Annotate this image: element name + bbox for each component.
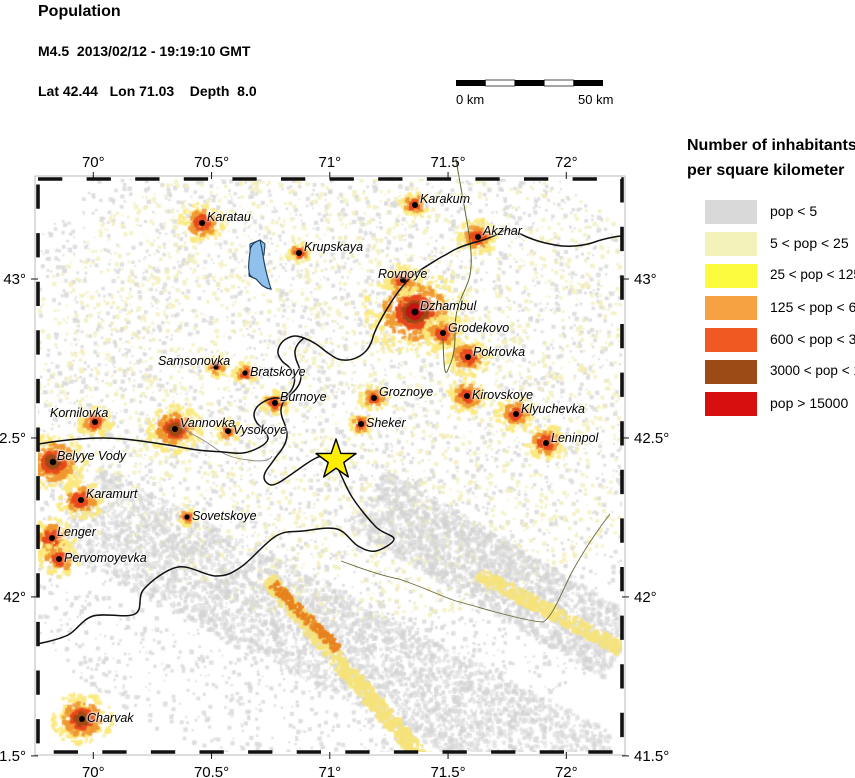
svg-text:Burnoye: Burnoye (280, 390, 327, 404)
svg-text:70°: 70° (82, 154, 105, 171)
svg-text:Akzhar: Akzhar (482, 224, 523, 238)
svg-text:70.5°: 70.5° (194, 154, 229, 171)
svg-text:41.5°: 41.5° (634, 748, 669, 765)
svg-text:Krupskaya: Krupskaya (304, 240, 363, 254)
svg-text:Dzhambul: Dzhambul (420, 299, 477, 313)
svg-text:Pokrovka: Pokrovka (473, 345, 525, 359)
svg-text:Vysokoye: Vysokoye (233, 423, 287, 437)
svg-text:41.5°: 41.5° (0, 748, 26, 765)
svg-text:Belyye Vody: Belyye Vody (57, 449, 127, 463)
svg-text:72°: 72° (555, 154, 578, 171)
svg-text:Rovnoye: Rovnoye (378, 267, 427, 281)
svg-text:71.5°: 71.5° (430, 764, 465, 778)
svg-text:42°: 42° (634, 589, 657, 606)
svg-text:Charvak: Charvak (87, 711, 134, 725)
svg-text:Grodekovo: Grodekovo (448, 321, 509, 335)
svg-text:Pervomoyevka: Pervomoyevka (64, 551, 147, 565)
svg-text:Sheker: Sheker (366, 416, 406, 430)
svg-text:42.5°: 42.5° (0, 430, 26, 447)
svg-text:72°: 72° (555, 764, 578, 778)
svg-text:Karakum: Karakum (420, 192, 470, 206)
svg-text:Kirovskoye: Kirovskoye (472, 388, 533, 402)
svg-text:Lenger: Lenger (57, 525, 97, 539)
svg-text:42°: 42° (3, 589, 26, 606)
svg-text:Groznoye: Groznoye (379, 385, 433, 399)
svg-text:Vannovka: Vannovka (180, 416, 235, 430)
svg-text:42.5°: 42.5° (634, 430, 669, 447)
svg-text:Kornilovka: Kornilovka (50, 406, 108, 420)
svg-text:Sovetskoye: Sovetskoye (192, 509, 257, 523)
svg-text:71°: 71° (318, 764, 341, 778)
svg-text:Leninpol: Leninpol (551, 431, 599, 445)
svg-text:71°: 71° (318, 154, 341, 171)
svg-text:Samsonovka: Samsonovka (158, 354, 230, 368)
svg-text:Bratskoye: Bratskoye (250, 365, 306, 379)
svg-text:43°: 43° (3, 271, 26, 288)
svg-text:70.5°: 70.5° (194, 764, 229, 778)
svg-text:70°: 70° (82, 764, 105, 778)
svg-text:Klyuchevka: Klyuchevka (521, 402, 585, 416)
svg-text:Karamurt: Karamurt (86, 487, 138, 501)
svg-text:71.5°: 71.5° (430, 154, 465, 171)
svg-text:43°: 43° (634, 271, 657, 288)
svg-text:Karatau: Karatau (207, 210, 251, 224)
